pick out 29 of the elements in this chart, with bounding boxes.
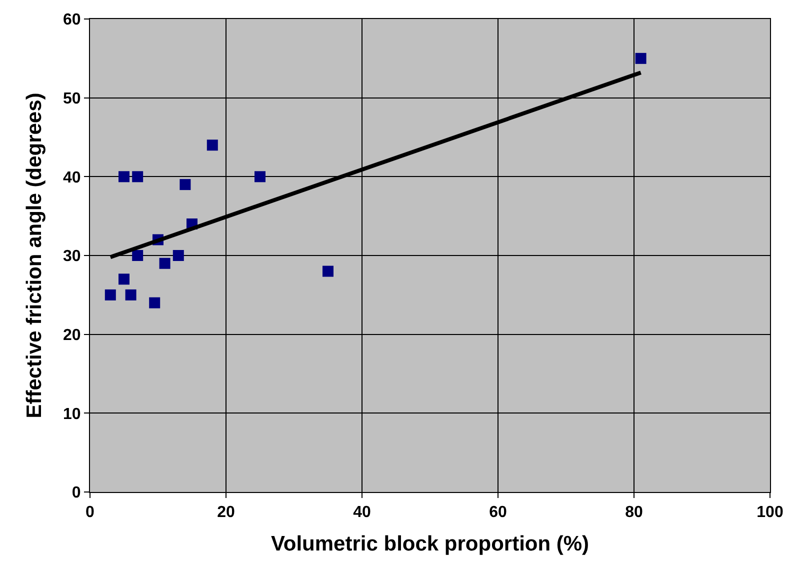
y-tick-label: 50: [63, 90, 81, 108]
point: [172, 250, 184, 261]
point: [159, 258, 170, 269]
point: [322, 266, 334, 277]
y-tick-label: 60: [63, 12, 81, 29]
y-tick-label: 0: [72, 484, 81, 502]
point: [104, 289, 116, 300]
point: [132, 250, 144, 261]
x-axis-title: Volumetric block proportion (%): [270, 532, 590, 556]
y-axis-title: Effective friction angle (degrees): [23, 92, 46, 418]
point: [254, 171, 266, 182]
point: [149, 297, 160, 308]
x-tick-label: 0: [86, 504, 95, 522]
point: [125, 289, 136, 300]
x-tick-label: 40: [353, 504, 371, 522]
y-tick-label: 20: [63, 326, 81, 344]
point: [206, 140, 218, 151]
y-tick-label: 10: [63, 406, 81, 423]
point: [118, 274, 130, 285]
point: [132, 171, 144, 182]
y-tick-label: 30: [63, 248, 81, 266]
x-tick-label: 60: [489, 504, 507, 522]
point: [635, 52, 646, 64]
x-tick-label: 100: [756, 504, 784, 522]
point: [118, 171, 130, 182]
y-tick-label: 40: [63, 169, 81, 186]
x-tick-label: 80: [625, 504, 643, 522]
point: [180, 179, 191, 190]
x-tick-label: 20: [217, 504, 235, 522]
